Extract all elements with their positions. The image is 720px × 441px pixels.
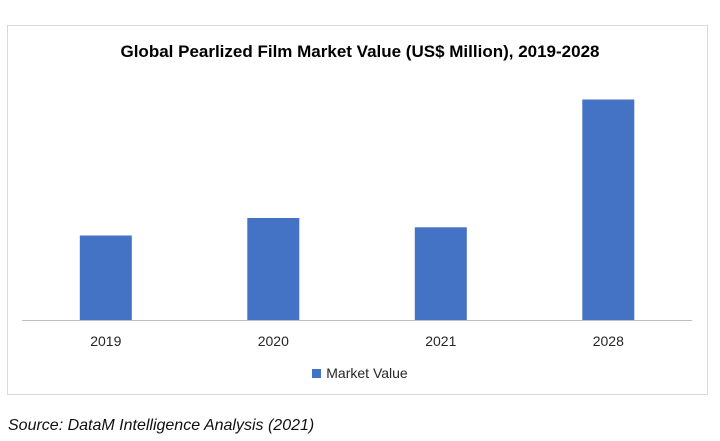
bar-2028 <box>582 99 635 320</box>
legend-label: Market Value <box>326 365 408 381</box>
x-tick-label-2019: 2019 <box>90 333 121 349</box>
x-tick-label-2020: 2020 <box>258 333 289 349</box>
bar-2021 <box>414 227 467 320</box>
bars-group <box>79 99 635 320</box>
x-tick-labels: 2019 2020 2021 2028 <box>90 333 624 349</box>
legend-swatch <box>312 368 322 378</box>
legend: Market Value <box>0 365 720 381</box>
x-tick-label-2028: 2028 <box>593 333 624 349</box>
source-note: Source: DataM Intelligence Analysis (202… <box>8 417 315 434</box>
chart-title: Global Pearlized Film Market Value (US$ … <box>120 42 600 61</box>
bar-2020 <box>247 218 300 320</box>
x-tick-label-2021: 2021 <box>425 333 456 349</box>
bar-2019 <box>79 235 132 320</box>
